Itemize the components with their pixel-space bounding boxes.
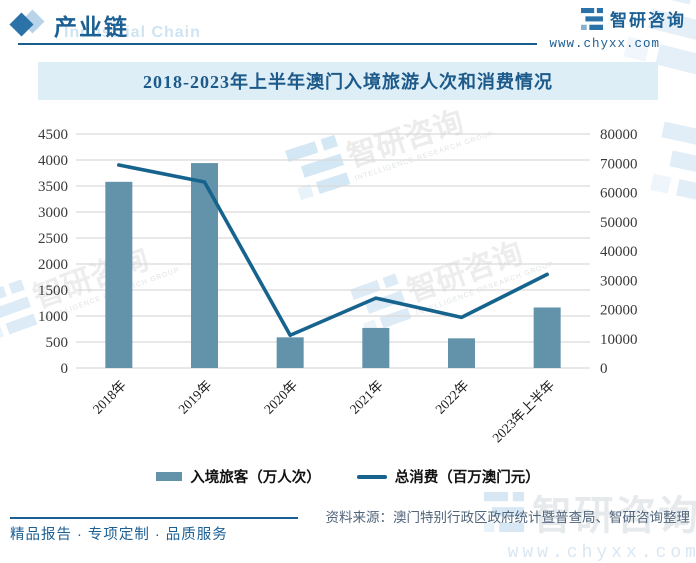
legend-bar-swatch xyxy=(156,472,183,481)
right-axis-tick: 80000 xyxy=(600,127,638,143)
x-axis-label-2023年上半年: 2023年上半年 xyxy=(489,378,557,446)
right-axis-tick: 40000 xyxy=(600,244,638,260)
x-axis-label-2018年: 2018年 xyxy=(90,378,129,417)
bar-2022年 xyxy=(448,338,475,368)
diamond-icon xyxy=(9,9,46,39)
watermark-url-text: www.chyxx.com xyxy=(507,543,696,563)
footer-tagline: 精品报告 · 专项定制 · 品质服务 xyxy=(10,527,228,543)
right-axis-tick: 20000 xyxy=(600,303,638,319)
brand-block: 智研咨询 xyxy=(581,6,686,31)
legend-item-visitors: 入境旅客（万人次） xyxy=(156,466,321,487)
brand-name: 智研咨询 xyxy=(610,11,686,30)
legend-line-swatch xyxy=(356,474,387,479)
chart-area: 0 500 1000 1500 2000 2500 3000 3500 4000 4500 0 100… xyxy=(18,108,678,462)
combo-chart: 0 500 1000 1500 2000 2500 3000 3500 4000 4500 0 100… xyxy=(38,127,638,446)
page-header: 产业链 智研咨询 www.chyxx.com xyxy=(9,6,686,51)
chart-title: 2018-2023年上半年澳门入境旅游人次和消费情况 xyxy=(143,72,553,92)
bar-2018年 xyxy=(105,181,133,368)
right-axis-tick: 30000 xyxy=(600,273,638,289)
bar-2021年 xyxy=(362,327,390,368)
right-axis-tick: 50000 xyxy=(600,215,638,231)
brand-url: www.chyxx.com xyxy=(549,36,660,51)
x-axis-label-2021年: 2021年 xyxy=(347,378,386,417)
chart-legend: 入境旅客（万人次） 总消费（百万澳门元） xyxy=(0,466,696,487)
right-axis-tick: 60000 xyxy=(600,186,638,202)
left-axis-tick: 2000 xyxy=(38,257,68,273)
section-header: 产业链 xyxy=(9,8,129,42)
right-axis-tick: 70000 xyxy=(600,156,638,172)
bar-2023年上半年 xyxy=(533,307,561,368)
left-axis-tick: 3500 xyxy=(38,179,68,195)
chart-title-band: 2018-2023年上半年澳门入境旅游人次和消费情况 xyxy=(38,62,658,100)
left-axis-tick: 2500 xyxy=(38,231,68,247)
left-axis-tick: 4000 xyxy=(38,153,68,169)
legend-label: 入境旅客（万人次） xyxy=(190,470,321,486)
left-axis-tick: 3000 xyxy=(38,205,68,221)
brand-logo-icon xyxy=(581,7,603,30)
section-title: 产业链 xyxy=(54,14,129,40)
legend-label: 总消费（百万澳门元） xyxy=(394,470,540,486)
divider-line xyxy=(18,42,538,45)
bar-2019年 xyxy=(191,163,218,368)
data-source-note: 资料来源：澳门特别行政区政府统计暨普查局、智研咨询整理 xyxy=(325,510,691,525)
left-axis-tick: 500 xyxy=(46,335,69,351)
left-axis-tick: 0 xyxy=(61,361,69,377)
line-series xyxy=(117,163,549,338)
bar-2020年 xyxy=(276,337,304,368)
left-axis-tick: 4500 xyxy=(38,127,68,143)
left-axis-tick: 1000 xyxy=(38,309,68,325)
footer-divider-line xyxy=(10,517,298,519)
left-axis-tick: 1500 xyxy=(38,283,68,299)
x-axis-label-2019年: 2019年 xyxy=(175,378,214,417)
x-axis-label-2020年: 2020年 xyxy=(261,378,300,417)
right-axis-tick: 10000 xyxy=(600,332,638,348)
right-axis-tick: 0 xyxy=(600,361,608,377)
legend-item-spending: 总消费（百万澳门元） xyxy=(356,466,540,487)
x-axis-label-2022年: 2022年 xyxy=(432,378,471,417)
header-divider: www.chyxx.com xyxy=(18,36,660,51)
